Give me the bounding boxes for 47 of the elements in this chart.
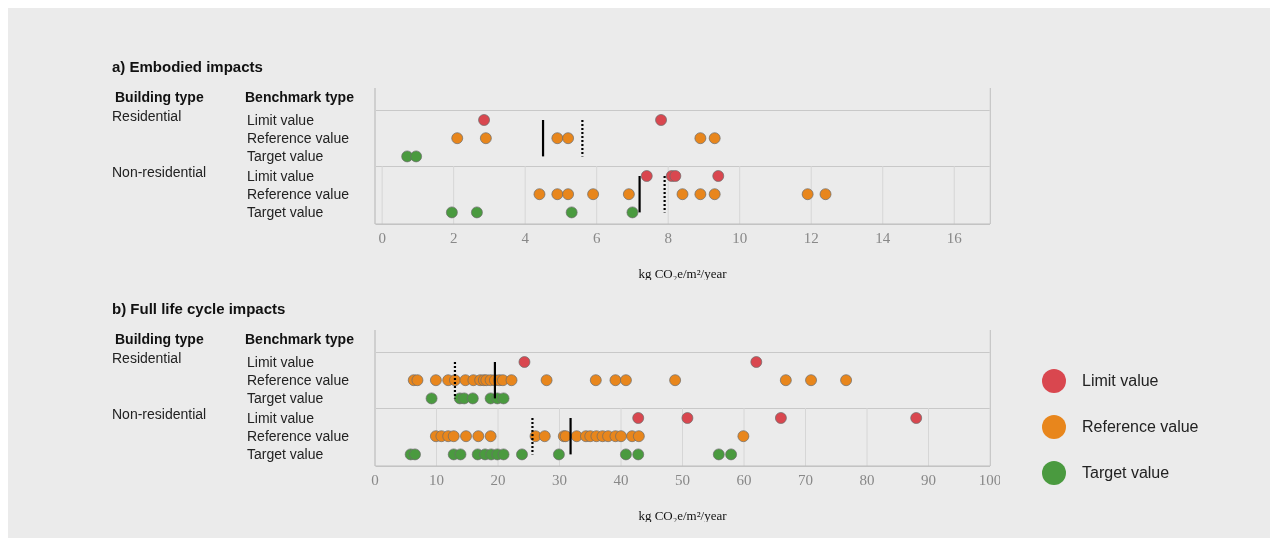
y-tick-label: Reference value	[247, 372, 350, 389]
x-axis-title: kg CO₂e/m²/year	[638, 266, 728, 281]
y-tick-label: Target value	[247, 204, 324, 221]
y-tick-label: Reference value	[247, 428, 350, 445]
y-tick-label: Target value	[247, 446, 324, 463]
y-axis-title: Non-residential	[112, 164, 207, 181]
y-axis-title: Residential	[112, 108, 182, 125]
y-axis-title: Non-residential	[112, 406, 207, 423]
text: Benchmark type	[245, 331, 354, 348]
x-tick-label: 6	[592, 229, 601, 246]
legend-label: Limit value	[1082, 372, 1159, 390]
x-tick-label: 10	[732, 229, 748, 246]
x-tick-label: 4	[521, 229, 530, 246]
text: Building type	[115, 331, 204, 348]
legend-label: Reference value	[1082, 418, 1199, 436]
y-tick-label: Limit value	[247, 168, 315, 184]
x-tick-label: 70	[798, 471, 813, 488]
x-tick-label: 50	[675, 471, 690, 488]
x-tick-label: 10	[429, 471, 444, 488]
x-tick-label: 40	[613, 471, 629, 488]
text: Building type	[115, 89, 204, 106]
x-tick-label: 14	[875, 229, 891, 246]
x-tick-label: 0	[378, 229, 386, 246]
y-tick-label: Reference value	[247, 130, 350, 147]
y-axis-title: Residential	[112, 350, 182, 367]
x-tick-label: 0	[371, 471, 379, 488]
x-tick-label: 30	[552, 471, 567, 488]
text: b) Full life cycle impacts	[112, 300, 286, 317]
x-tick-label: 8	[664, 229, 672, 246]
x-tick-label: 100	[978, 471, 1002, 488]
x-tick-label: 80	[859, 471, 875, 488]
x-tick-label: 60	[736, 471, 752, 488]
y-tick-label: Target value	[247, 390, 324, 407]
x-axis-title: kg CO₂e/m²/year	[638, 508, 728, 523]
y-tick-label: Limit value	[247, 354, 315, 370]
x-tick-label: 2	[449, 229, 458, 246]
y-tick-label: Limit value	[247, 112, 315, 128]
text: Benchmark type	[245, 89, 354, 106]
text: a) Embodied impacts	[112, 58, 263, 75]
x-tick-label: 90	[921, 471, 936, 488]
x-tick-label: 12	[803, 229, 819, 246]
x-tick-label: 20	[490, 471, 506, 488]
y-tick-label: Target value	[247, 148, 324, 165]
x-tick-label: 16	[946, 229, 963, 246]
y-tick-label: Reference value	[247, 186, 350, 203]
legend-label: Target value	[1082, 464, 1170, 482]
y-tick-label: Limit value	[247, 410, 315, 426]
